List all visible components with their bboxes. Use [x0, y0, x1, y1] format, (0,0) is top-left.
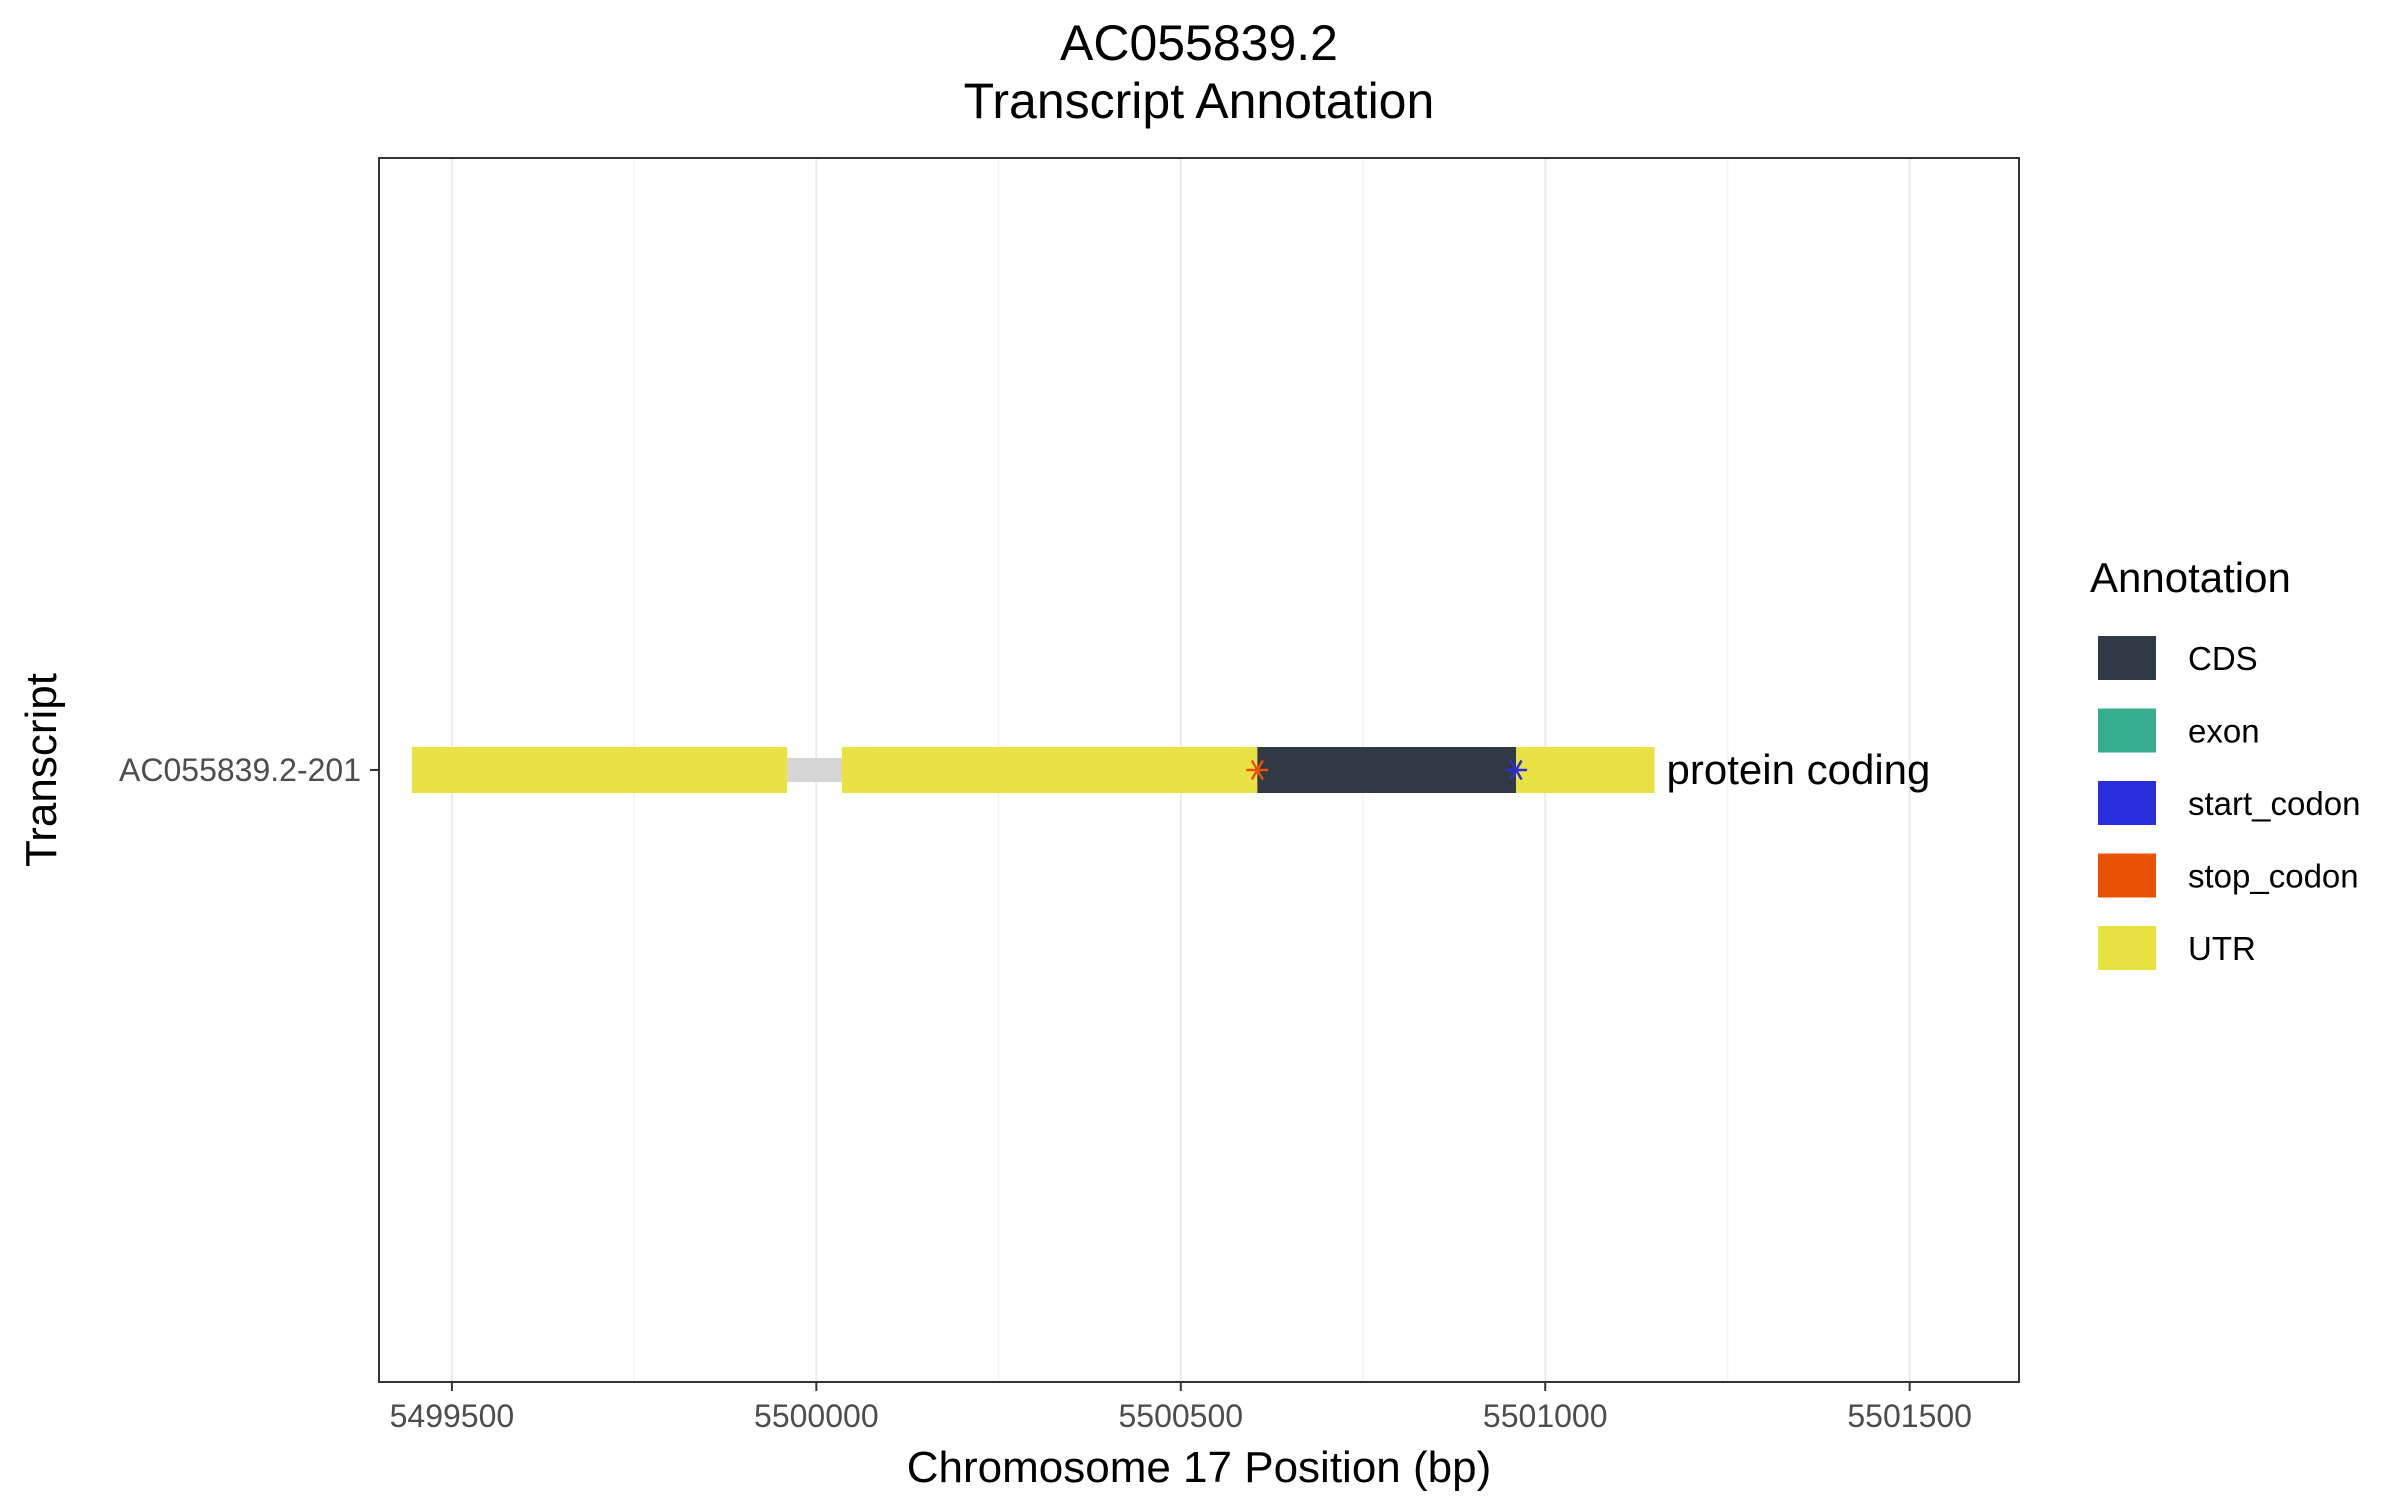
- legend-label-stop-codon: stop_codon: [2188, 858, 2359, 895]
- legend-key-cds: [2098, 636, 2156, 680]
- stop-codon-marker: [1246, 759, 1269, 781]
- x-axis-title: Chromosome 17 Position (bp): [907, 1443, 1491, 1492]
- y-tick-label-0: AC055839.2-201: [119, 752, 361, 788]
- legend-key-start-codon: [2098, 781, 2156, 825]
- feature-utr-3: [1516, 747, 1655, 793]
- start-codon-marker-stroke-2: [1509, 759, 1523, 781]
- stop-codon-marker-stroke-2: [1250, 759, 1264, 781]
- axis-ticks: 5499500 5500000 5500500 5501000 5501500 AC055…: [119, 752, 1972, 1434]
- legend-label-cds: CDS: [2188, 640, 2258, 677]
- transcript-tracks: protein coding: [411, 746, 1931, 793]
- chart-title-line-2: Transcript Annotation: [964, 73, 1435, 129]
- legend-key-stop-codon: [2098, 853, 2156, 898]
- x-tick-label-4: 5501500: [1847, 1398, 1972, 1434]
- chart-title-line-1: AC055839.2: [1060, 15, 1338, 71]
- legend-label-utr: UTR: [2188, 930, 2256, 967]
- legend-key-exon: [2098, 708, 2156, 753]
- legend-items: CDS exon start_codon stop_codon UTR: [2098, 636, 2360, 970]
- intron-segment-0: [787, 758, 842, 782]
- legend-title: Annotation: [2090, 554, 2291, 601]
- x-tick-label-1: 5500000: [754, 1398, 879, 1434]
- feature-utr-1: [841, 747, 1258, 793]
- x-tick-label-3: 5501000: [1483, 1398, 1608, 1434]
- legend: Annotation CDS exon start_codon stop_codon U…: [2090, 554, 2360, 970]
- transcript-biotype-label-0: protein coding: [1667, 746, 1931, 793]
- x-tick-label-0: 5499500: [390, 1398, 515, 1434]
- feature-cds-2: [1257, 747, 1517, 793]
- x-tick-label-2: 5500500: [1118, 1398, 1243, 1434]
- feature-utr-0: [411, 747, 788, 793]
- legend-label-exon: exon: [2188, 713, 2260, 750]
- legend-label-start-codon: start_codon: [2188, 785, 2360, 822]
- start-codon-marker: [1505, 759, 1528, 781]
- y-axis-title: Transcript: [17, 673, 66, 867]
- legend-key-utr: [2098, 926, 2156, 970]
